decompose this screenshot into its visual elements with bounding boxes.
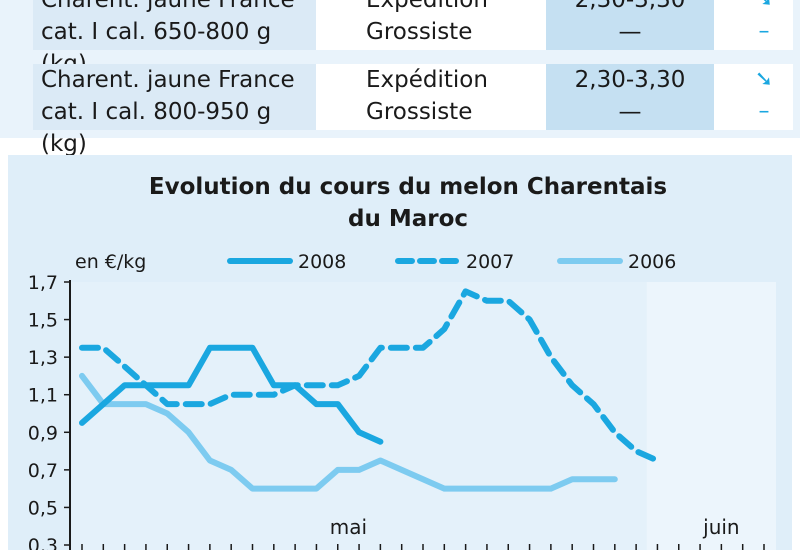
x-month-label: mai: [330, 515, 367, 539]
chart-title-line1: Evolution du cours du melon Charentais: [149, 174, 667, 200]
stage-grossiste: Grossiste: [366, 99, 473, 125]
table-row: Charent. jaune France cat. I cal. 800-95…: [33, 64, 793, 157]
chart-title-line2: du Maroc: [348, 206, 468, 232]
price-table: Charent. jaune France cat. I cal. 650-80…: [0, 0, 800, 157]
x-month-label: juin: [702, 515, 739, 539]
y-tick-label: 0,5: [28, 497, 58, 519]
series-line-2006: [79, 372, 618, 492]
y-tick-label: 1,1: [28, 385, 58, 407]
stage-grossiste: Grossiste: [366, 19, 473, 45]
product-name: Charent. jaune France: [41, 0, 295, 13]
stage-cell: Expédition Grossiste: [366, 64, 556, 130]
table-row: Charent. jaune France cat. I cal. 650-80…: [33, 0, 793, 77]
legend-label-2007: 2007: [466, 251, 514, 273]
plot-area: 1,7 1,5 1,3 1,1 0,9 0,7 0,5 0,3 mai juin: [28, 272, 776, 550]
y-tick-label: 0,9: [28, 422, 58, 444]
series-line-2008: [79, 344, 384, 445]
trend-down-icon: ➘: [754, 67, 774, 92]
legend-label-2008: 2008: [298, 251, 346, 273]
y-tick-label: 0,7: [28, 460, 58, 482]
product-name: Charent. jaune France: [41, 67, 295, 93]
trend-cell: ➘ –: [744, 0, 784, 50]
stage-cell: Expédition Grossiste: [366, 0, 556, 50]
stage-expedition: Expédition: [366, 67, 488, 93]
product-cell: Charent. jaune France cat. I cal. 650-80…: [33, 0, 316, 77]
trend-down-icon: ➘: [744, 0, 784, 16]
y-tick-label: 1,5: [28, 310, 58, 332]
price-grossiste: —: [618, 99, 642, 125]
y-tick-label: 0,3: [28, 535, 58, 550]
series-line-2007: [79, 288, 661, 464]
price-grossiste: —: [618, 19, 642, 45]
y-tick-label: 1,3: [28, 347, 58, 369]
stage-expedition: Expédition: [366, 0, 488, 13]
trend-stable-icon: –: [758, 19, 770, 44]
price-expedition: 2,30-3,30: [574, 67, 686, 93]
price-expedition: 2,30-3,30: [574, 0, 686, 13]
price-cell: 2,30-3,30 —: [546, 64, 714, 130]
price-cell: 2,30-3,30 —: [546, 0, 714, 50]
legend-label-2006: 2006: [628, 251, 676, 273]
chart-legend: 2008 2007 2006: [227, 251, 676, 273]
trend-stable-icon: –: [758, 99, 770, 124]
y-tick-label: 1,7: [28, 272, 58, 294]
y-axis-label: en €/kg: [75, 251, 146, 273]
trend-cell: ➘ –: [744, 64, 784, 130]
product-caliber: cat. I cal. 800-950 g (kg): [41, 99, 272, 157]
plot-background-june: [646, 282, 776, 550]
product-cell: Charent. jaune France cat. I cal. 800-95…: [33, 64, 316, 157]
